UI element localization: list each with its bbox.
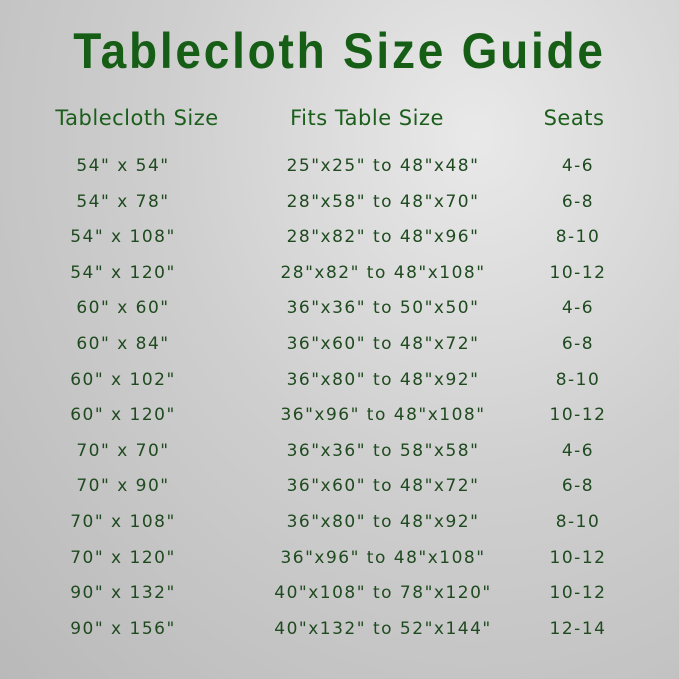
cell-fits-table-size: 36"x60" to 48"x72" [286, 476, 480, 497]
table-row: 54" x 120" 28"x82" to 48"x108" 10-12 [0, 263, 679, 293]
cell-seats: 4-6 [561, 156, 595, 176]
cell-seats: 6-8 [561, 334, 595, 354]
cell-tablecloth-size: 70" x 108" [70, 512, 176, 532]
cell-tablecloth-size: 54" x 54" [76, 156, 170, 176]
table-row: 60" x 84" 36"x60" to 48"x72" 6-8 [0, 334, 679, 364]
table-row: 70" x 90" 36"x60" to 48"x72" 6-8 [0, 476, 679, 506]
table-row: 90" x 156" 40"x132" to 52"x144" 12-14 [0, 619, 679, 649]
cell-tablecloth-size: 60" x 60" [76, 298, 170, 319]
cell-seats: 10-12 [549, 262, 607, 283]
cell-tablecloth-size: 70" x 70" [76, 440, 170, 461]
cell-fits-table-size: 40"x108" to 78"x120" [274, 583, 492, 604]
header-fits-table-size: Fits Table Size [290, 106, 444, 130]
cell-seats: 4-6 [561, 440, 595, 461]
table-row: 70" x 120" 36"x96" to 48"x108" 10-12 [0, 548, 679, 578]
header-tablecloth-size: Tablecloth Size [55, 106, 219, 130]
table-row: 54" x 108" 28"x82" to 48"x96" 8-10 [0, 227, 679, 257]
cell-tablecloth-size: 54" x 120" [70, 262, 176, 283]
table-row: 60" x 60" 36"x36" to 50"x50" 4-6 [0, 298, 679, 328]
cell-tablecloth-size: 90" x 132" [70, 583, 176, 604]
cell-fits-table-size: 36"x96" to 48"x108" [280, 547, 486, 568]
cell-tablecloth-size: 70" x 120" [70, 547, 176, 568]
cell-fits-table-size: 28"x82" to 48"x96" [286, 227, 480, 248]
cell-fits-table-size: 25"x25" to 48"x48" [286, 156, 480, 176]
cell-fits-table-size: 36"x60" to 48"x72" [286, 334, 480, 354]
table-row: 70" x 108" 36"x80" to 48"x92" 8-10 [0, 512, 679, 542]
cell-tablecloth-size: 60" x 84" [76, 334, 170, 354]
cell-seats: 10-12 [549, 405, 607, 426]
cell-fits-table-size: 36"x36" to 58"x58" [286, 440, 480, 461]
cell-seats: 6-8 [561, 476, 595, 497]
cell-fits-table-size: 36"x80" to 48"x92" [286, 369, 480, 390]
cell-fits-table-size: 28"x58" to 48"x70" [286, 191, 480, 212]
cell-fits-table-size: 40"x132" to 52"x144" [274, 618, 492, 639]
cell-seats: 10-12 [549, 583, 607, 604]
table-row: 60" x 120" 36"x96" to 48"x108" 10-12 [0, 405, 679, 435]
cell-seats: 6-8 [561, 191, 595, 212]
header-seats: Seats [543, 106, 605, 130]
cell-tablecloth-size: 60" x 120" [70, 405, 176, 426]
cell-seats: 10-12 [549, 547, 607, 568]
cell-tablecloth-size: 54" x 108" [70, 227, 176, 248]
cell-tablecloth-size: 90" x 156" [70, 618, 176, 639]
table-row: 70" x 70" 36"x36" to 58"x58" 4-6 [0, 441, 679, 471]
cell-seats: 8-10 [555, 369, 601, 390]
table-row: 90" x 132" 40"x108" to 78"x120" 10-12 [0, 583, 679, 613]
cell-fits-table-size: 36"x80" to 48"x92" [286, 512, 480, 532]
table-row: 60" x 102" 36"x80" to 48"x92" 8-10 [0, 370, 679, 400]
cell-seats: 4-6 [561, 298, 595, 319]
cell-seats: 12-14 [549, 618, 607, 639]
cell-tablecloth-size: 54" x 78" [76, 191, 170, 212]
cell-tablecloth-size: 70" x 90" [76, 476, 170, 497]
page-title: Tablecloth Size Guide [73, 23, 606, 79]
cell-seats: 8-10 [555, 512, 601, 532]
cell-fits-table-size: 36"x36" to 50"x50" [286, 298, 480, 319]
table-row: 54" x 78" 28"x58" to 48"x70" 6-8 [0, 192, 679, 222]
cell-tablecloth-size: 60" x 102" [70, 369, 176, 390]
cell-seats: 8-10 [555, 227, 601, 248]
cell-fits-table-size: 28"x82" to 48"x108" [280, 262, 486, 283]
table-row: 54" x 54" 25"x25" to 48"x48" 4-6 [0, 156, 679, 186]
cell-fits-table-size: 36"x96" to 48"x108" [280, 405, 486, 426]
